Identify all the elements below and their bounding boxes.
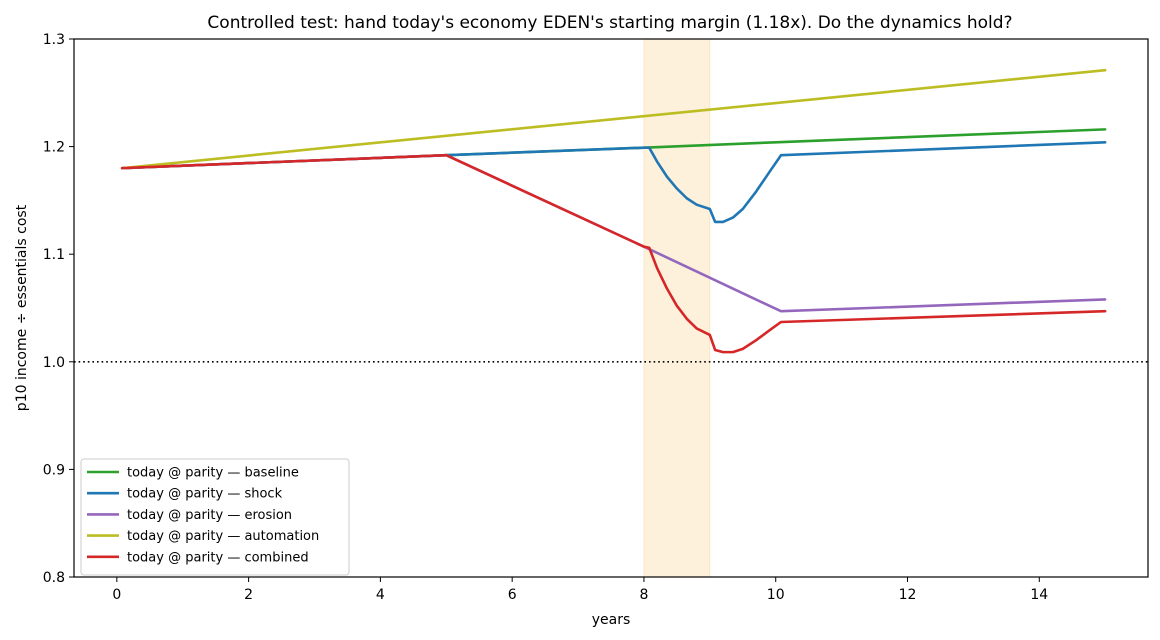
shaded-span xyxy=(643,38,711,578)
x-tick-label: 14 xyxy=(1030,587,1048,603)
series-line-3 xyxy=(120,68,1107,170)
y-axis-ticks: 0.8 0.9 1.0 1.1 1.2 1.3 xyxy=(43,32,74,586)
legend-label: today @ parity — baseline xyxy=(127,466,299,481)
legend-label: today @ parity — shock xyxy=(127,487,283,502)
series-layer xyxy=(120,68,1107,354)
x-tick-label: 6 xyxy=(508,587,517,603)
y-tick-label: 0.9 xyxy=(43,462,65,478)
legend: today @ parity — baseline today @ parity … xyxy=(80,458,350,576)
legend-label: today @ parity — automation xyxy=(127,529,319,544)
y-tick-label: 0.8 xyxy=(43,570,65,586)
x-tick-label: 2 xyxy=(244,587,253,603)
chart-title: Controlled test: hand today's economy ED… xyxy=(207,13,1012,33)
x-axis-title: years xyxy=(592,612,631,628)
x-tick-label: 8 xyxy=(639,587,648,603)
series-line-1 xyxy=(120,141,1107,224)
y-tick-label: 1.0 xyxy=(43,355,65,371)
plot-frame xyxy=(73,38,1149,578)
y-axis-title: p10 income ÷ essentials cost xyxy=(14,204,30,411)
x-tick-label: 0 xyxy=(112,587,121,603)
x-tick-label: 10 xyxy=(767,587,785,603)
y-tick-label: 1.3 xyxy=(43,32,65,48)
series-line-4 xyxy=(120,153,1107,354)
y-tick-label: 1.2 xyxy=(43,140,65,156)
x-tick-label: 12 xyxy=(899,587,917,603)
x-tick-label: 4 xyxy=(376,587,385,603)
shading-layer xyxy=(643,38,711,578)
legend-box xyxy=(80,458,350,576)
legend-label: today @ parity — erosion xyxy=(127,508,292,523)
legend-label: today @ parity — combined xyxy=(127,550,309,565)
y-tick-label: 1.1 xyxy=(43,247,65,263)
x-axis-ticks: 0 2 4 6 8 10 12 14 xyxy=(112,577,1048,603)
